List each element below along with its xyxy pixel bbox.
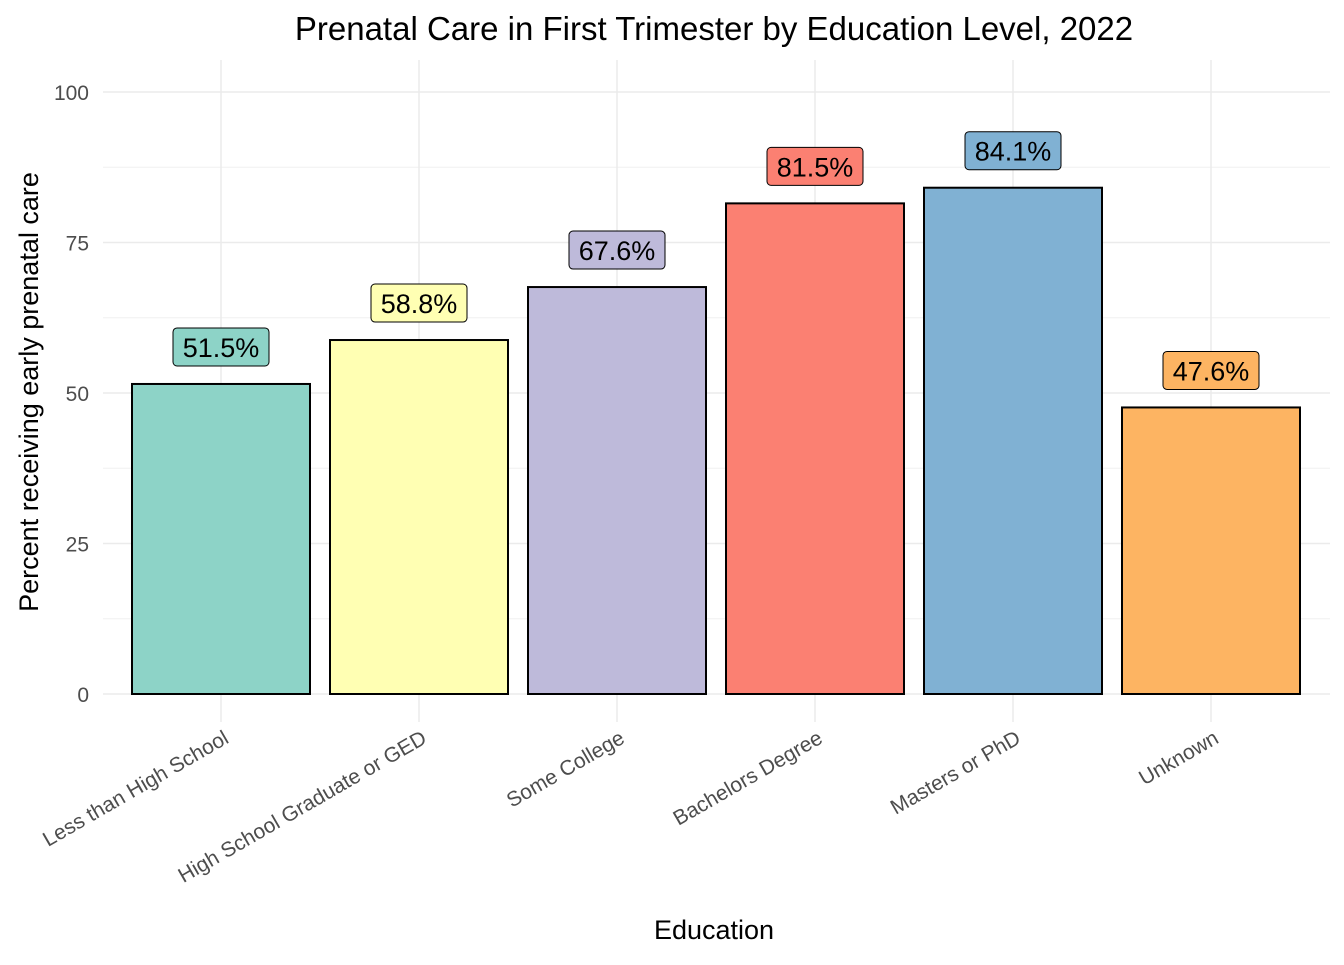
bar-less-than-high-school	[131, 382, 311, 695]
y-tick-label: 100	[54, 82, 89, 105]
x-tick-label: Bachelors Degree	[669, 726, 826, 830]
data-label-box	[172, 327, 270, 367]
y-axis-title: Percent receiving early prenatal care	[14, 172, 44, 612]
data-label-box	[1162, 350, 1260, 390]
data-label: 84.1%	[975, 137, 1052, 167]
y-axis-ticks: 0 25 50 75 100	[54, 82, 89, 707]
data-label: 51.5%	[183, 333, 260, 363]
data-label-box	[766, 146, 864, 186]
x-tick-label: Unknown	[1135, 726, 1222, 790]
data-label-box	[370, 283, 468, 323]
y-tick-label: 0	[77, 684, 89, 707]
data-label: 67.6%	[579, 236, 656, 266]
bar-unknown	[1121, 406, 1301, 695]
data-label: 47.6%	[1173, 356, 1250, 386]
bar-masters-or-phd	[923, 186, 1103, 696]
x-tick-label: Less than High School	[39, 726, 232, 851]
y-tick-label: 50	[66, 383, 89, 406]
chart-title: Prenatal Care in First Trimester by Educ…	[295, 10, 1133, 47]
bar-bachelors-degree	[725, 202, 905, 695]
bar-high-school-graduate-or-ged	[329, 339, 509, 695]
data-label: 81.5%	[777, 152, 854, 182]
bar-some-college	[527, 286, 707, 695]
data-labels: 51.5% 58.8% 67.6% 81.5% 84.1% 47.6%	[172, 131, 1260, 390]
data-label-box	[964, 131, 1062, 171]
bars	[131, 186, 1301, 696]
y-tick-label: 75	[66, 233, 89, 256]
data-label: 58.8%	[381, 289, 458, 319]
x-axis-title: Education	[654, 915, 774, 945]
x-tick-label: Masters or PhD	[887, 726, 1025, 819]
x-tick-label: Some College	[503, 726, 629, 812]
data-label-box	[568, 230, 666, 270]
y-tick-label: 25	[66, 534, 89, 557]
